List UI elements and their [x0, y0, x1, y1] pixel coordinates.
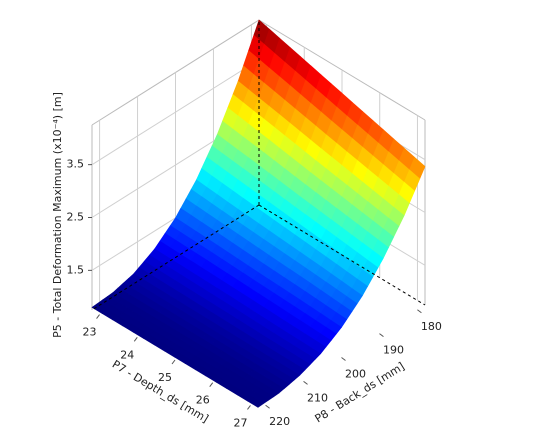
- y-tick: [303, 380, 308, 385]
- hidden-edge: [258, 204, 426, 306]
- x-tick: [247, 405, 251, 410]
- z-tick-label: 1.5: [67, 263, 85, 276]
- surface: [91, 19, 426, 408]
- y-tick-label: 180: [421, 320, 442, 333]
- x-tick: [133, 336, 138, 342]
- z-axis-title: P5 - Total Deformation Maximum (x10⁻⁴) […: [51, 92, 64, 338]
- hidden-edge: [91, 204, 260, 311]
- y-tick-label: 190: [383, 344, 404, 357]
- x-tick-label: 27: [233, 416, 247, 429]
- x-tick: [171, 359, 176, 365]
- grid-line: [91, 59, 260, 166]
- y-tick-label: 220: [269, 415, 290, 428]
- x-tick-label: 25: [158, 371, 172, 384]
- surface-patch: [247, 397, 264, 408]
- overlay: 23 24 25 26 27 180 190 200 210 220 1.5 2.5 3.5: [67, 20, 442, 429]
- y-tick: [379, 333, 384, 338]
- x-tick-label: 23: [83, 326, 97, 339]
- x-tick: [209, 382, 214, 388]
- x-tick-label: 26: [196, 394, 210, 407]
- y-tick: [417, 309, 422, 314]
- y-tick-label: 200: [345, 368, 366, 381]
- z-tick-label: 2.5: [67, 211, 85, 224]
- y-tick-label: 210: [307, 391, 328, 404]
- x-tick: [96, 314, 100, 319]
- z-tick-label: 3.5: [67, 158, 85, 171]
- y-tick: [265, 404, 270, 409]
- y-tick: [341, 357, 346, 361]
- x-tick-label: 24: [120, 348, 134, 361]
